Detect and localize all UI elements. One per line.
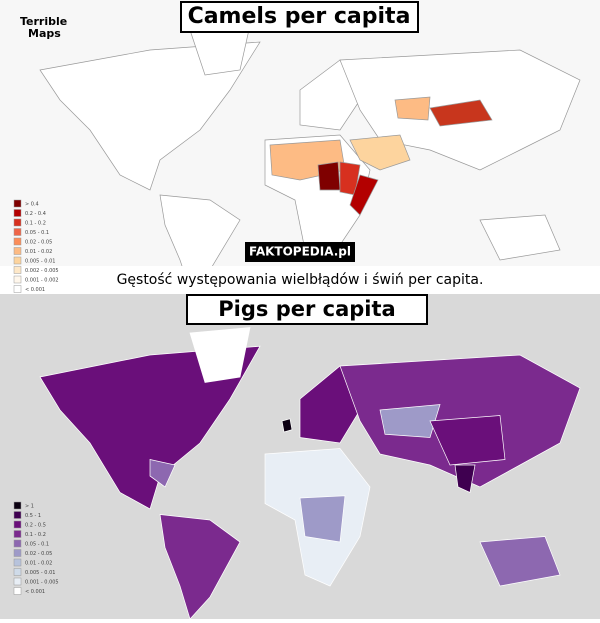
legend-swatch (13, 266, 22, 274)
legend-swatch (13, 511, 22, 519)
caption-band (0, 266, 600, 294)
legend-label: 0.02 - 0.05 (25, 551, 52, 557)
legend-label: 0.002 - 0.005 (25, 268, 59, 274)
legend-label: 0.005 - 0.01 (25, 259, 55, 265)
legend-label: 0.2 - 0.5 (25, 523, 46, 529)
legend-swatch (13, 199, 22, 208)
legend-label: 0.1 - 0.2 (25, 221, 46, 227)
legend-swatch (13, 587, 22, 595)
legend-label: 0.001 - 0.005 (25, 580, 59, 586)
legend-label: 0.02 - 0.05 (25, 240, 52, 246)
legend-label: 0.01 - 0.02 (25, 249, 52, 255)
legend-label: < 0.001 (25, 287, 45, 293)
legend-label: 0.5 - 1 (25, 513, 41, 519)
legend-label: < 0.001 (25, 589, 45, 595)
legend-swatch (13, 209, 22, 217)
legend-swatch (13, 558, 22, 567)
legend-label: 0.2 - 0.4 (25, 211, 46, 217)
legend-swatch (13, 275, 22, 284)
legend-label: > 1 (25, 504, 34, 510)
legend-label: 0.05 - 0.1 (25, 542, 49, 548)
legend-swatch (13, 256, 22, 265)
legend-swatch (13, 530, 22, 538)
logo: Maps (28, 27, 61, 40)
map-title: Pigs per capita (218, 297, 395, 321)
legend-label: 0.01 - 0.02 (25, 561, 52, 567)
title-box (186, 294, 428, 325)
caption: Gęstość występowania wielbłądów i świń p… (117, 272, 484, 288)
legend-swatch (13, 577, 22, 586)
logo: Terrible (20, 15, 67, 28)
watermark: FAKTOPEDIA.pl (249, 245, 351, 259)
map-title: Camels per capita (188, 4, 411, 29)
legend-swatch (13, 568, 22, 576)
legend-label: 0.05 - 0.1 (25, 230, 49, 236)
legend-swatch (13, 285, 22, 293)
legend-label: > 0.4 (25, 202, 39, 208)
legend-label: 0.001 - 0.002 (25, 278, 59, 284)
legend-swatch (13, 501, 22, 510)
pig-map (39, 327, 581, 620)
title-box (180, 1, 419, 33)
legend-swatch (13, 247, 22, 255)
legend-swatch (13, 228, 22, 236)
camel-map (39, 24, 581, 291)
legend-swatch (13, 237, 22, 246)
legend-label: 0.1 - 0.2 (25, 532, 46, 538)
watermark-box (245, 242, 355, 262)
legend-label: 0.005 - 0.01 (25, 570, 55, 576)
legend-swatch (13, 218, 22, 227)
legend-swatch (13, 549, 22, 557)
legend-swatch (13, 539, 22, 548)
legend-swatch (13, 520, 22, 529)
